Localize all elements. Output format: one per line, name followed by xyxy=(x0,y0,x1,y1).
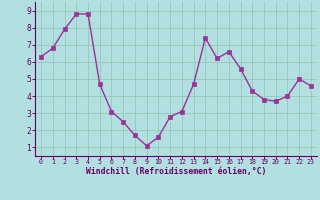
X-axis label: Windchill (Refroidissement éolien,°C): Windchill (Refroidissement éolien,°C) xyxy=(86,167,266,176)
